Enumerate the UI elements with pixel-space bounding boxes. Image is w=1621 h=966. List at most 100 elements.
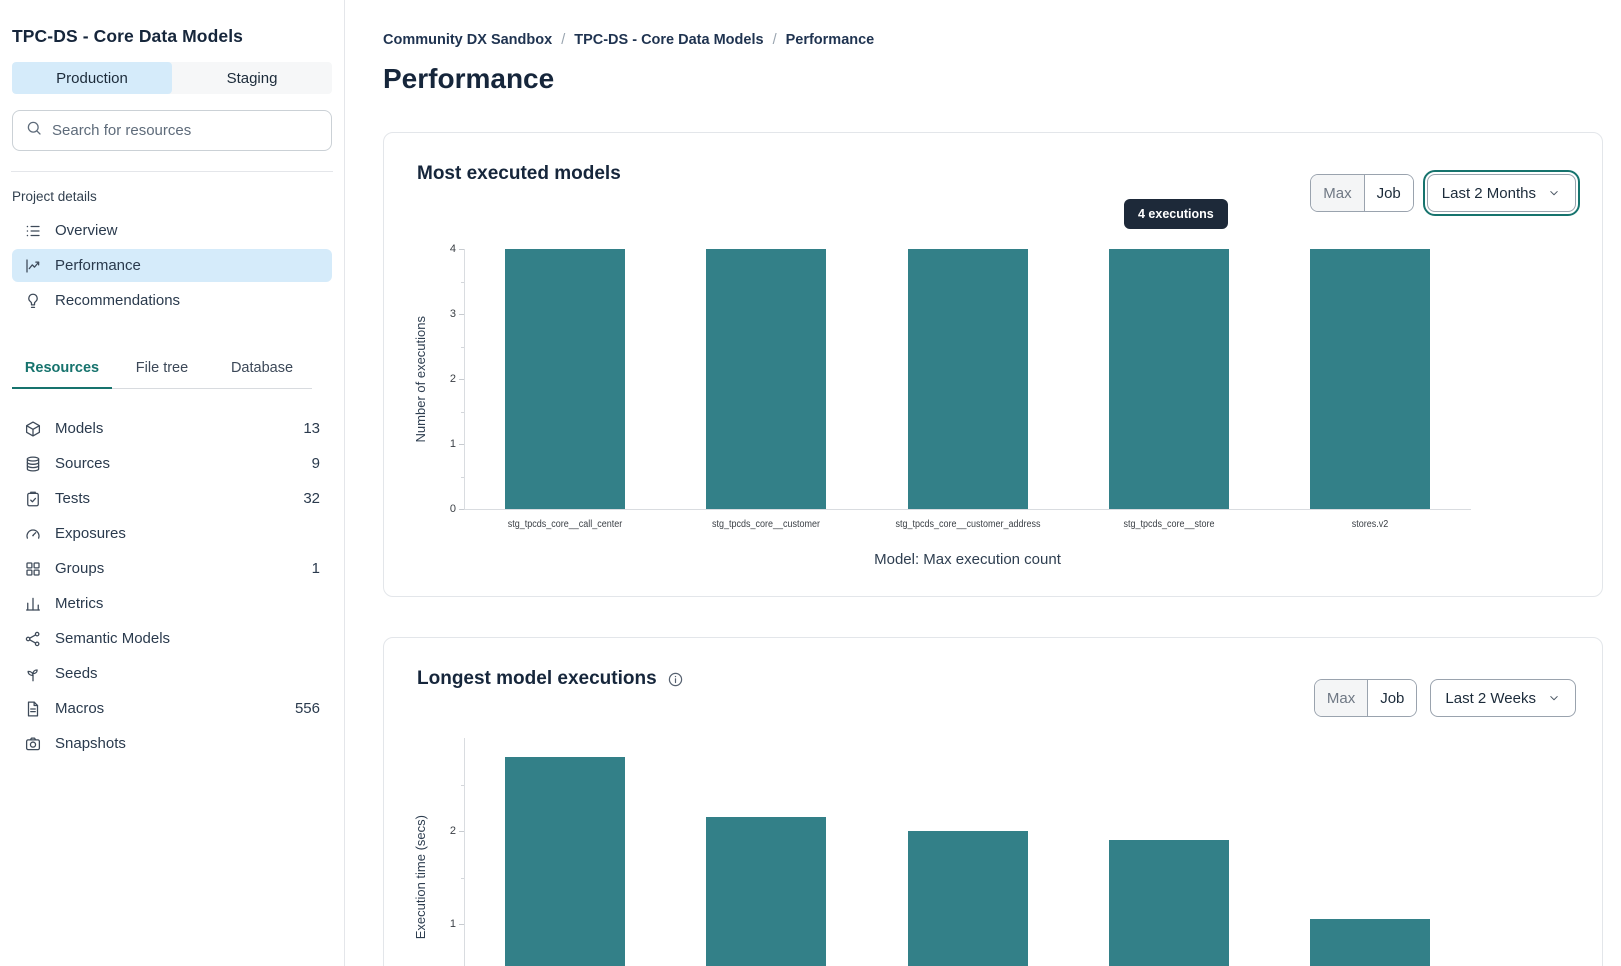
lightbulb-icon bbox=[24, 292, 42, 310]
resource-item-snapshots[interactable]: Snapshots bbox=[12, 726, 332, 761]
search-icon bbox=[25, 119, 43, 142]
camera-icon bbox=[24, 735, 42, 753]
chart-tooltip: 4 executions bbox=[1124, 199, 1228, 229]
resource-item-label: Metrics bbox=[55, 595, 104, 612]
y-minor-tick-mark bbox=[461, 877, 464, 879]
project-title: TPC-DS - Core Data Models bbox=[12, 26, 243, 46]
chevron-down-icon bbox=[1547, 186, 1561, 200]
bar-4[interactable] bbox=[1108, 840, 1229, 966]
sidebar-item-label: Overview bbox=[55, 222, 118, 239]
bar-stores-v2[interactable] bbox=[1310, 249, 1431, 509]
resource-item-metrics[interactable]: Metrics bbox=[12, 586, 332, 621]
sidebar-item-recommendations[interactable]: Recommendations bbox=[12, 284, 332, 317]
line-chart-icon bbox=[24, 257, 42, 275]
breadcrumb-separator: / bbox=[772, 32, 777, 48]
y-tick-mark bbox=[459, 249, 464, 250]
sidebar: TPC-DS - Core Data Models Production Stag… bbox=[0, 0, 345, 966]
list-icon bbox=[24, 222, 42, 240]
bar-stg-tpcds-core-store[interactable] bbox=[1108, 249, 1229, 509]
breadcrumb-community-dx-sandbox[interactable]: Community DX Sandbox bbox=[383, 32, 553, 48]
max-toggle-button[interactable]: Max bbox=[1314, 680, 1368, 716]
y-tick-label: 4 bbox=[449, 243, 456, 255]
bar-stg-tpcds-core-customer[interactable] bbox=[706, 249, 827, 509]
y-tick-mark bbox=[459, 379, 464, 380]
x-tick-label: stg_tpcds_core__store bbox=[1123, 519, 1215, 530]
time-range-value: Last 2 Weeks bbox=[1445, 689, 1536, 707]
resource-item-groups[interactable]: Groups 1 bbox=[12, 551, 332, 586]
y-tick-mark bbox=[459, 924, 464, 925]
job-toggle-button[interactable]: Job bbox=[1367, 680, 1417, 716]
resource-item-label: Snapshots bbox=[55, 735, 126, 752]
resource-item-label: Exposures bbox=[55, 525, 126, 542]
bar-2[interactable] bbox=[706, 817, 827, 966]
resource-item-seeds[interactable]: Seeds bbox=[12, 656, 332, 691]
y-minor-tick-mark bbox=[461, 476, 464, 478]
time-range-select[interactable]: Last 2 Weeks bbox=[1430, 679, 1576, 717]
breadcrumb: Community DX Sandbox / TPC-DS - Core Data … bbox=[383, 32, 1621, 48]
y-tick-label: 3 bbox=[449, 308, 456, 320]
gauge-icon bbox=[24, 525, 42, 543]
breadcrumb-performance: Performance bbox=[785, 32, 875, 48]
bar-chart-icon bbox=[24, 595, 42, 613]
network-icon bbox=[24, 630, 42, 648]
resource-list: Models 13 Sources 9 Tests 32 Exposures Groups 1 M… bbox=[0, 411, 344, 761]
resource-item-exposures[interactable]: Exposures bbox=[12, 516, 332, 551]
x-axis-line bbox=[464, 509, 1471, 510]
y-tick-mark bbox=[459, 314, 464, 315]
resource-item-tests[interactable]: Tests 32 bbox=[12, 481, 332, 516]
document-icon bbox=[24, 700, 42, 718]
tab-file-tree[interactable]: File tree bbox=[135, 360, 189, 376]
job-toggle-button[interactable]: Job bbox=[1363, 175, 1413, 211]
y-axis-title: Execution time (secs) bbox=[412, 815, 428, 940]
time-range-select[interactable]: Last 2 Months bbox=[1422, 170, 1581, 216]
max-toggle-button[interactable]: Max bbox=[1311, 175, 1364, 211]
resource-item-label: Tests bbox=[55, 490, 91, 507]
longest-model-executions-chart: Execution time (secs) 1 2 bbox=[413, 738, 1471, 966]
resource-count: 556 bbox=[294, 700, 320, 717]
resource-item-label: Models bbox=[55, 420, 104, 437]
env-tab-staging[interactable]: Staging bbox=[172, 62, 332, 94]
info-icon[interactable] bbox=[667, 671, 684, 688]
main-content: Community DX Sandbox / TPC-DS - Core Data … bbox=[345, 0, 1621, 966]
resource-item-models[interactable]: Models 13 bbox=[12, 411, 332, 446]
tab-resources[interactable]: Resources bbox=[12, 351, 112, 389]
y-tick-mark bbox=[459, 509, 464, 510]
view-toggle: Max Job bbox=[1313, 679, 1418, 717]
cube-icon bbox=[24, 420, 42, 438]
resource-tabs: Resources File tree Database bbox=[12, 351, 312, 389]
sidebar-item-label: Performance bbox=[55, 257, 141, 274]
view-toggle: Max Job bbox=[1310, 174, 1414, 212]
resource-item-label: Macros bbox=[55, 700, 105, 717]
resource-count: 1 bbox=[311, 560, 320, 577]
resource-item-sources[interactable]: Sources 9 bbox=[12, 446, 332, 481]
clipboard-check-icon bbox=[24, 490, 42, 508]
tab-database[interactable]: Database bbox=[230, 360, 294, 376]
resource-item-semantic-models[interactable]: Semantic Models bbox=[12, 621, 332, 656]
resource-count: 13 bbox=[303, 420, 320, 437]
sidebar-item-label: Recommendations bbox=[55, 292, 181, 309]
environment-toggle: Production Staging bbox=[12, 62, 332, 94]
search-input[interactable] bbox=[52, 122, 319, 139]
resource-item-label: Seeds bbox=[55, 665, 98, 682]
bar-stg-tpcds-core-call-center[interactable] bbox=[504, 249, 625, 509]
bar-5[interactable] bbox=[1310, 919, 1431, 966]
bar-1[interactable] bbox=[504, 756, 625, 966]
bar-stg-tpcds-core-customer-address[interactable] bbox=[907, 249, 1028, 509]
bar-3[interactable] bbox=[907, 831, 1028, 966]
most-executed-models-chart: Number of executions 0 1 2 3 4 stg_tpcds_core_… bbox=[413, 244, 1471, 568]
x-axis-title: Model: Max execution count bbox=[874, 551, 1061, 568]
sidebar-item-performance[interactable]: Performance bbox=[12, 249, 332, 282]
y-minor-tick-mark bbox=[461, 784, 464, 786]
resource-item-label: Groups bbox=[55, 560, 105, 577]
grid-icon bbox=[24, 560, 42, 578]
y-tick-label: 1 bbox=[449, 438, 456, 450]
env-tab-production[interactable]: Production bbox=[12, 62, 172, 94]
search-box[interactable] bbox=[12, 110, 332, 151]
sidebar-item-overview[interactable]: Overview bbox=[12, 214, 332, 247]
resource-item-macros[interactable]: Macros 556 bbox=[12, 691, 332, 726]
breadcrumb-tpc-ds-core-data-models[interactable]: TPC-DS - Core Data Models bbox=[574, 32, 764, 48]
y-tick-label: 2 bbox=[449, 825, 456, 837]
y-minor-tick-mark bbox=[461, 281, 464, 283]
page-title: Performance bbox=[383, 63, 555, 94]
